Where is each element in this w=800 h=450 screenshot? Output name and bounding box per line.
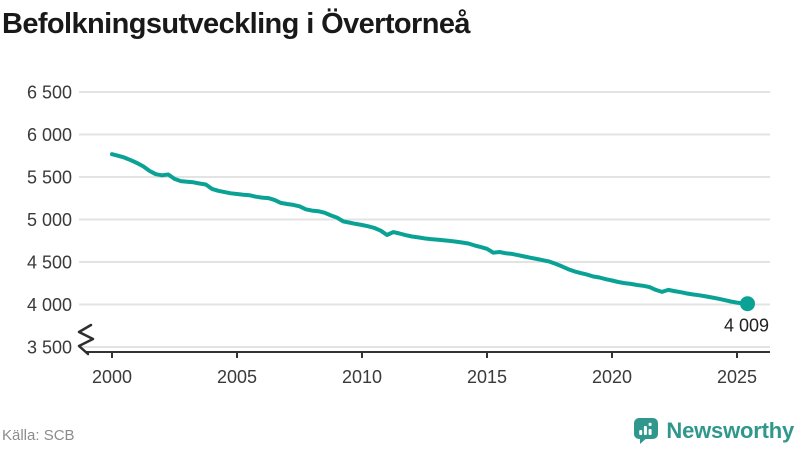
newsworthy-wordmark: Newsworthy <box>666 418 794 443</box>
bar-chart-speech-bubble-icon <box>634 418 659 444</box>
x-axis-tick-labels: 2000 2005 2010 2015 2020 2025 <box>92 367 757 387</box>
y-tick-label: 4 000 <box>27 295 72 315</box>
y-tick-label: 3 500 <box>27 338 72 358</box>
x-tick-label: 2020 <box>592 367 632 387</box>
y-tick-label: 5 000 <box>27 210 72 230</box>
axis-break-icon <box>77 323 95 356</box>
chart-title: Befolkningsutveckling i Övertorneå <box>2 8 470 40</box>
y-tick-label: 6 500 <box>27 83 72 103</box>
x-tick-label: 2000 <box>92 367 132 387</box>
gridlines <box>79 91 770 348</box>
y-tick-label: 6 000 <box>27 125 72 145</box>
population-line-chart: 6 500 6 000 5 500 5 000 4 500 4 000 3 500 2000… <box>27 83 770 387</box>
x-axis <box>86 351 770 358</box>
source-attribution: Källa: SCB <box>2 427 75 444</box>
x-tick-label: 2025 <box>717 367 757 387</box>
x-tick-label: 2015 <box>467 367 507 387</box>
population-line <box>110 152 750 306</box>
y-tick-label: 5 500 <box>27 168 72 188</box>
x-tick-label: 2010 <box>342 367 382 387</box>
newsworthy-logo: Newsworthy <box>633 414 794 448</box>
y-axis-tick-labels: 6 500 6 000 5 500 5 000 4 500 4 000 3 500 <box>27 83 72 358</box>
end-value-label: 4 009 <box>724 316 769 336</box>
y-tick-label: 4 500 <box>27 253 72 273</box>
end-point-marker <box>740 296 755 312</box>
x-tick-label: 2005 <box>217 367 257 387</box>
